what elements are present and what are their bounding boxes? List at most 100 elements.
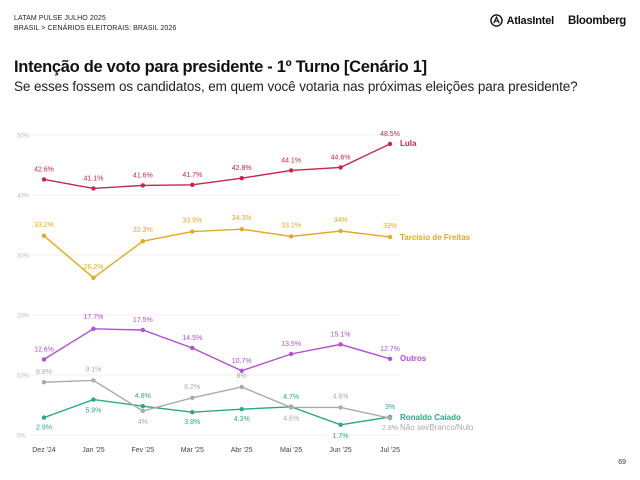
data-point <box>387 234 393 240</box>
data-label: 2.8% <box>382 425 398 432</box>
data-label: 3.8% <box>184 419 200 426</box>
data-point <box>91 326 96 331</box>
data-label: 42.8% <box>232 165 252 172</box>
data-point <box>239 368 244 373</box>
data-label: 6.2% <box>184 384 200 391</box>
data-point <box>41 233 47 238</box>
data-label: 15.1% <box>331 331 351 338</box>
x-tick-label: Jul '25 <box>380 447 400 454</box>
legend-label: Ronaldo Caiado <box>400 413 461 422</box>
data-point <box>288 405 294 410</box>
x-tick-label: Mai '25 <box>280 447 302 454</box>
data-label: 12.7% <box>380 346 400 353</box>
series-line <box>43 328 391 372</box>
bloomberg-logo: Bloomberg <box>568 14 626 27</box>
data-label: 17.7% <box>83 314 103 321</box>
series-line <box>43 379 391 419</box>
x-tick-label: Fev '25 <box>131 447 154 454</box>
data-point <box>41 415 47 420</box>
y-tick-label: 50% <box>17 134 30 140</box>
page-number: 69 <box>618 459 626 466</box>
data-point <box>239 407 244 412</box>
y-tick-label: 10% <box>17 374 30 380</box>
x-tick-label: Jan '25 <box>82 447 104 454</box>
x-tick-label: Abr '25 <box>231 447 253 454</box>
brand-logos: AtlasIntel Bloomberg <box>490 14 626 27</box>
data-label: 41.6% <box>133 172 153 179</box>
x-tick-label: Mar '25 <box>181 447 204 454</box>
data-label: 8.8% <box>36 369 52 376</box>
chart-subtitle: Se esses fossem os candidatos, em quem v… <box>14 79 578 94</box>
data-point <box>387 416 393 421</box>
data-point <box>288 351 294 357</box>
data-label: 3% <box>385 404 395 411</box>
data-label: 41.1% <box>83 175 103 182</box>
y-tick-label: 40% <box>17 194 30 200</box>
data-point <box>41 380 47 385</box>
data-label: 33.1% <box>281 222 301 229</box>
data-point <box>140 183 146 188</box>
data-point <box>190 410 195 415</box>
data-label: 4.8% <box>135 393 151 400</box>
x-tick-label: Jun '25 <box>329 447 351 454</box>
x-tick-label: Dez '24 <box>32 447 56 454</box>
data-label: 4.7% <box>283 394 299 401</box>
data-point <box>91 186 96 191</box>
atlas-mark-icon <box>490 14 504 27</box>
data-label: 32.3% <box>133 227 153 234</box>
data-label: 42.6% <box>34 166 54 173</box>
atlasintel-wordmark: AtlasIntel <box>506 14 554 27</box>
data-label: 14.5% <box>182 335 202 342</box>
data-point <box>190 345 195 351</box>
data-point <box>140 408 146 414</box>
data-label: 33.2% <box>34 222 54 229</box>
report-header: LATAM PULSE JULHO 2025 BRASIL > CENÁRIOS… <box>14 14 626 40</box>
data-label: 9.1% <box>85 366 101 373</box>
data-point <box>239 176 244 181</box>
data-point <box>338 342 343 347</box>
y-tick-label: 20% <box>17 314 30 320</box>
data-point <box>387 141 393 147</box>
data-label: 4.6% <box>283 415 299 422</box>
data-point <box>190 182 195 187</box>
data-label: 4% <box>138 419 148 426</box>
series-line <box>43 143 391 190</box>
data-label: 2.9% <box>36 425 52 432</box>
atlasintel-logo: AtlasIntel <box>490 14 554 27</box>
legend-label: Lula <box>400 139 417 148</box>
data-label: 26.2% <box>83 264 103 271</box>
data-label: 41.7% <box>182 172 202 179</box>
data-point <box>140 239 146 244</box>
data-point <box>288 168 294 173</box>
data-point <box>338 405 343 410</box>
series-line <box>43 228 391 279</box>
data-label: 4.3% <box>234 416 250 423</box>
data-point <box>288 234 294 239</box>
data-point <box>41 177 47 182</box>
data-label: 4.6% <box>333 393 349 400</box>
series-line <box>43 398 391 426</box>
data-point <box>190 395 195 400</box>
data-label: 44.1% <box>281 157 301 164</box>
breadcrumb: BRASIL > CENÁRIOS ELEITORAIS: BRASIL 202… <box>14 25 177 32</box>
data-point <box>41 357 47 362</box>
data-label: 17.5% <box>133 317 153 324</box>
data-point <box>239 227 244 232</box>
data-point <box>387 356 393 361</box>
chart-title: Intenção de voto para presidente - 1º Tu… <box>14 58 427 76</box>
data-point <box>91 275 96 280</box>
legend-label: Não sei/Branco/Nulo <box>400 423 474 432</box>
data-point <box>91 378 96 383</box>
data-point <box>338 165 343 170</box>
data-label: 13.5% <box>281 341 301 348</box>
report-series-label: LATAM PULSE JULHO 2025 <box>14 15 106 22</box>
y-tick-label: 30% <box>17 254 30 260</box>
data-label: 10.7% <box>232 358 252 365</box>
data-label: 34% <box>334 217 348 224</box>
y-tick-label: 0% <box>17 434 26 440</box>
data-label: 33% <box>383 223 397 230</box>
data-point <box>190 229 195 234</box>
legend-label: Outros <box>400 354 427 363</box>
data-label: 5.9% <box>85 408 101 415</box>
data-point <box>140 327 146 333</box>
